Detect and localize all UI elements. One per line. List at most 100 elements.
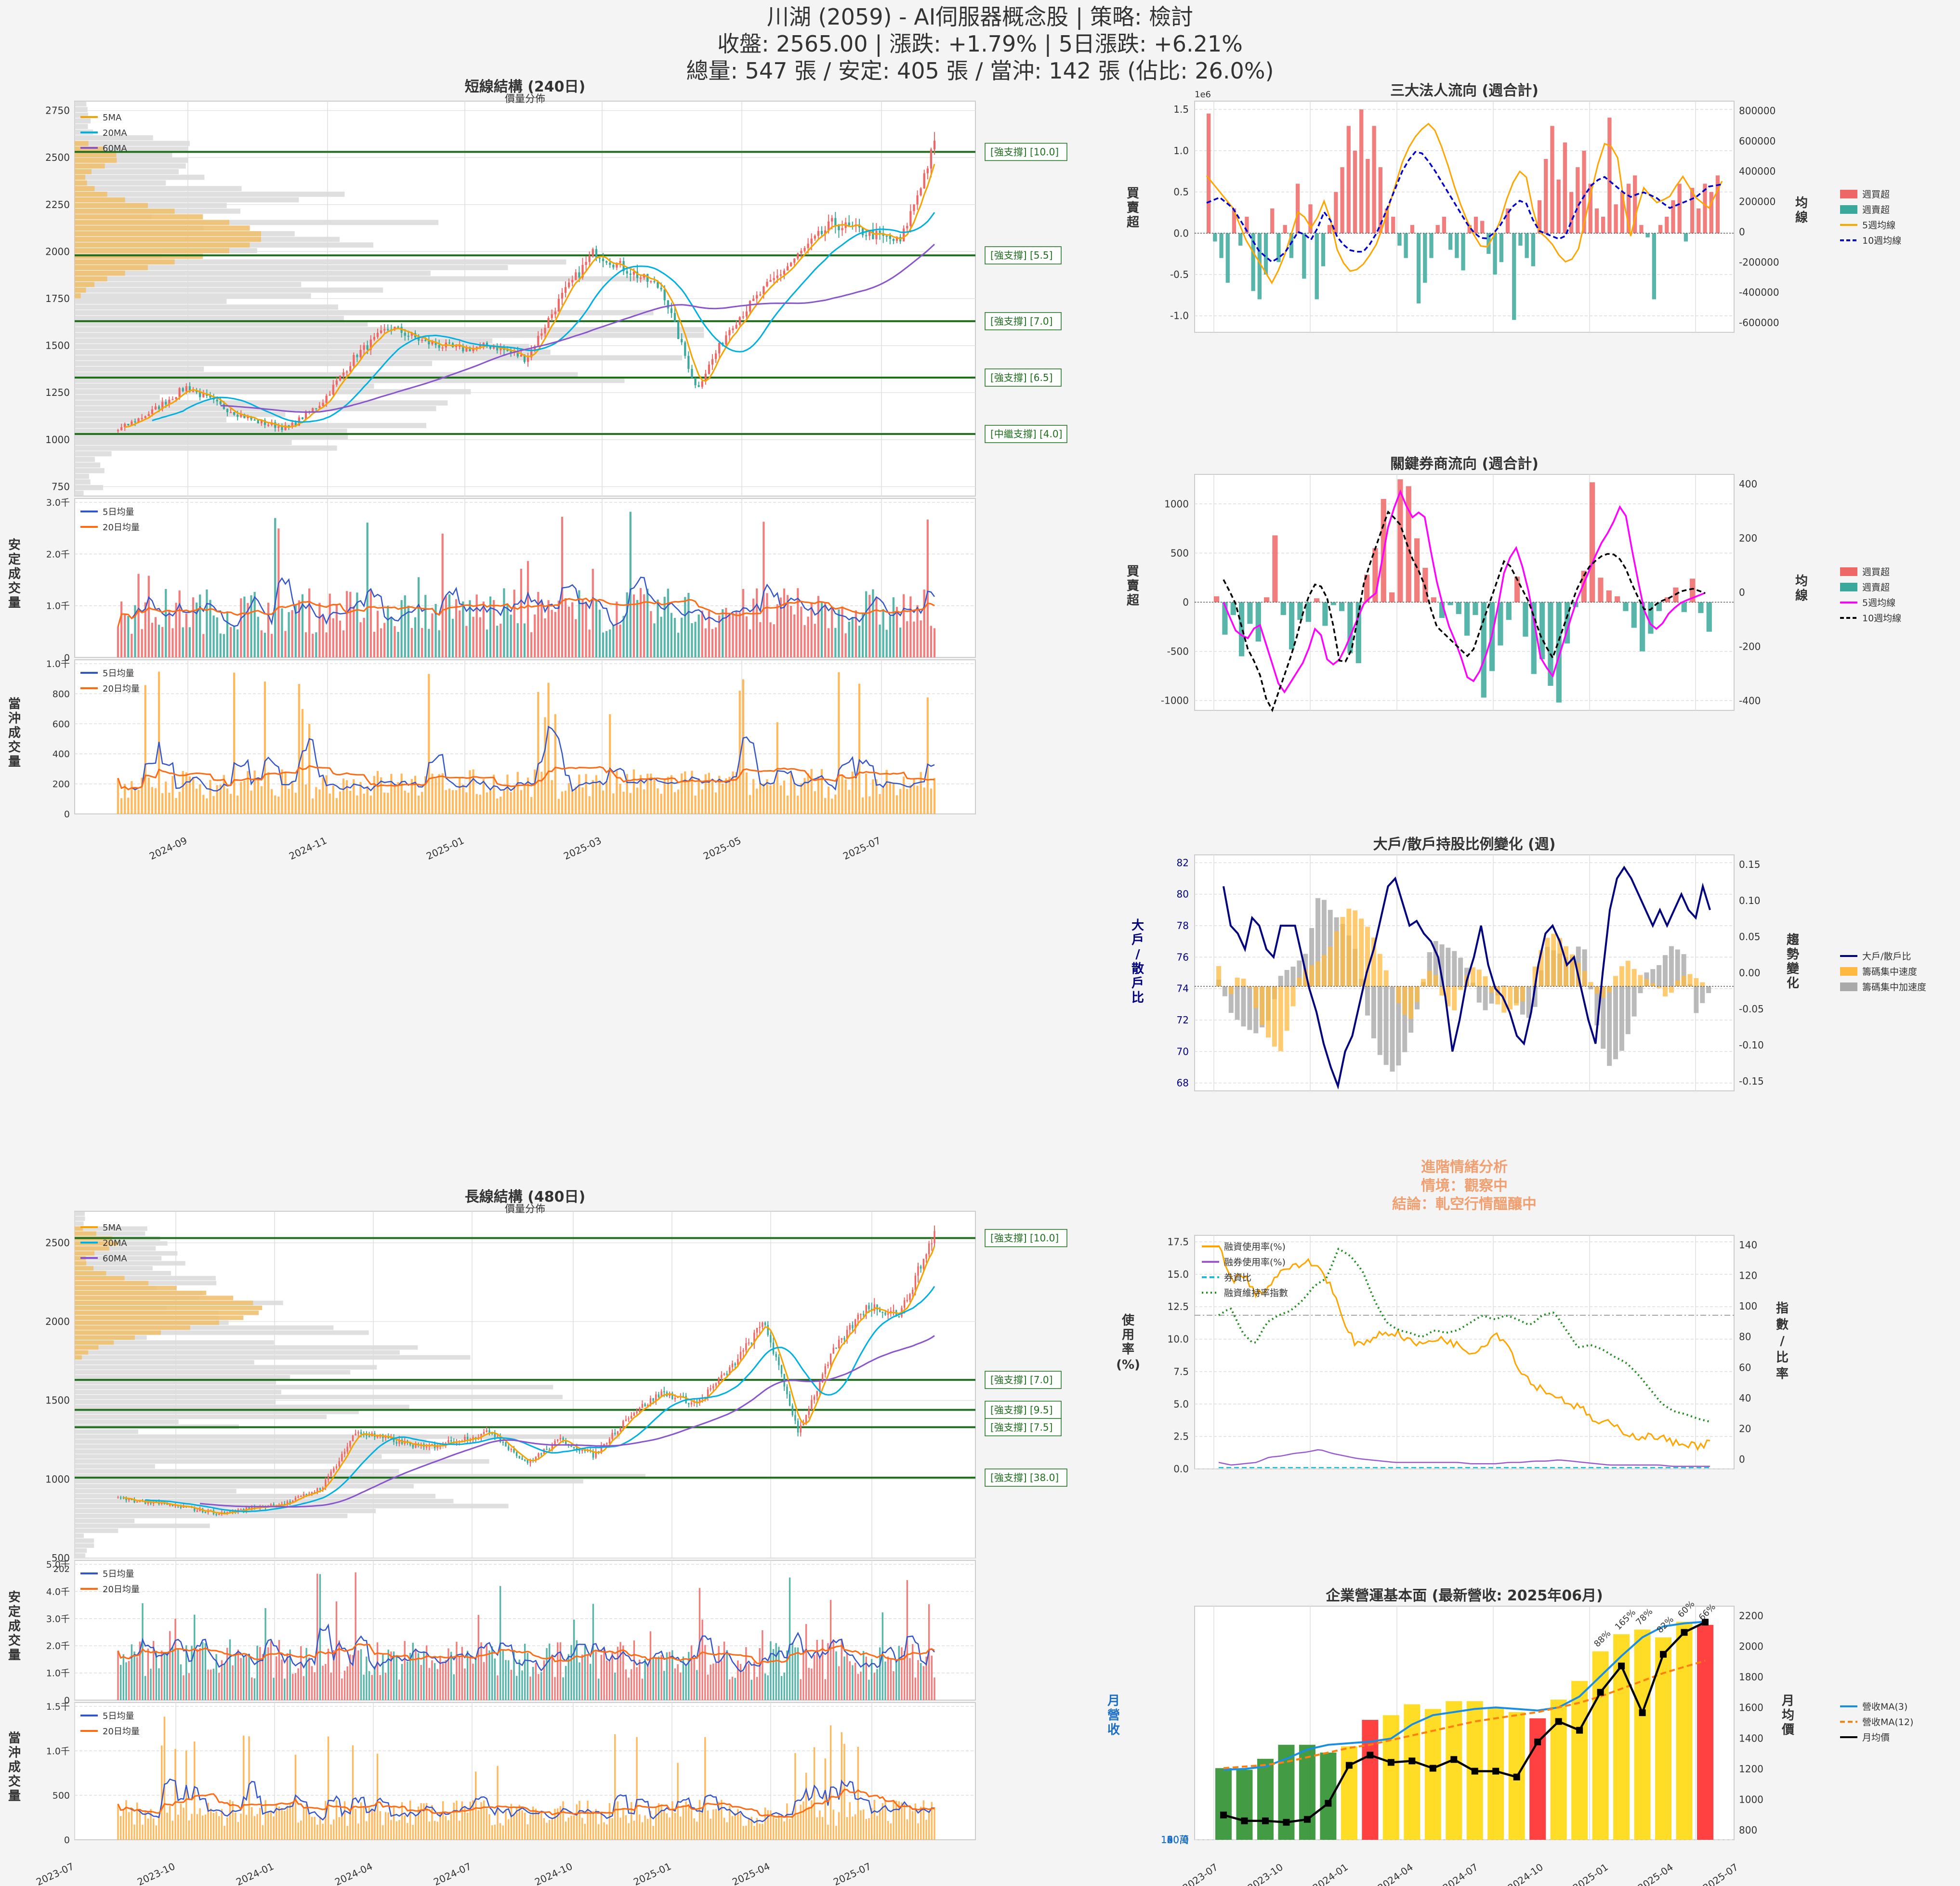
inst-weekly-bar <box>1473 217 1478 234</box>
long-candle <box>688 1403 690 1405</box>
short-candle <box>626 271 628 274</box>
broker-weekly-bar <box>1322 602 1328 626</box>
broker-weekly-bar <box>1297 602 1303 620</box>
fund-xtick: 2024-04 <box>1376 1861 1415 1886</box>
long-stable-volume-bar <box>614 1672 616 1700</box>
long-candle <box>548 1449 551 1451</box>
short-volume-profile-bar <box>75 378 625 383</box>
long-daytrade-volume-bar <box>423 1803 425 1840</box>
short-stable-volume-bar <box>673 618 676 657</box>
long-daytrade-volume-bar <box>395 1821 397 1840</box>
holder-ratio-line <box>1223 865 1711 1090</box>
short-daytrade-volume-bar <box>288 789 290 814</box>
long-stable-volume-bar <box>887 1656 889 1700</box>
short-candle <box>673 313 676 322</box>
long-candle <box>305 1494 307 1495</box>
holder-speed-bar <box>1235 977 1240 986</box>
long-volume-profile-hot <box>75 1300 253 1305</box>
fund-revenue-bar <box>1424 1709 1441 1840</box>
short-daytrade-volume-bar <box>274 795 276 814</box>
short-daytrade-volume-bar <box>588 796 591 814</box>
short-candle <box>619 261 621 263</box>
short-stable-volume-bar <box>434 604 437 657</box>
broker-weekly-bar <box>1565 602 1570 644</box>
short-stable-volume-bar <box>335 604 338 657</box>
long-stable-volume-bar <box>191 1646 193 1700</box>
long-candle <box>879 1309 881 1312</box>
long-candle <box>800 1425 802 1433</box>
broker-weekly-bar <box>1355 602 1361 663</box>
long-candle <box>647 1405 649 1407</box>
broker-weekly-bar <box>1222 602 1228 635</box>
inst-weekly-bar <box>1645 233 1650 237</box>
short-volume-profile-bar <box>75 457 95 462</box>
short-stable-volume-bar <box>134 605 136 657</box>
long-daytrade-volume-bar <box>748 1819 750 1840</box>
holder-accel-bar <box>1247 986 1252 1030</box>
short-stable-volume-bar <box>831 606 833 657</box>
long-daytrade-volume-bar <box>901 1802 903 1840</box>
mood-ylabel: 使 <box>1121 1313 1135 1328</box>
short-daytrade-volume-bar <box>793 782 796 814</box>
inst-ma5-line <box>1206 122 1723 285</box>
short-daytrade-volume-bar <box>124 784 126 814</box>
short-daytrade-volume-bar <box>216 785 218 814</box>
holder-y2tick: 0.00 <box>1739 967 1761 979</box>
long-stable-volume-bar <box>729 1679 731 1700</box>
short-stable-volume-bar <box>677 632 680 657</box>
short-stable-volume-bar <box>616 602 618 657</box>
short-stable-volume-bar <box>199 594 201 657</box>
long-daytrade-volume-bar <box>412 1825 414 1840</box>
long-candle <box>931 1243 933 1244</box>
inst-weekly-bar <box>1404 233 1408 258</box>
long-candle <box>562 1438 564 1441</box>
long-candle <box>150 1502 152 1504</box>
long-stable-volume-bar <box>556 1642 559 1700</box>
holder-accel-bar <box>1446 947 1451 986</box>
long-stable-volume-bar <box>289 1650 291 1700</box>
long-stable-volume-bar <box>849 1661 851 1700</box>
short-candle <box>663 289 666 301</box>
long-daytrade-volume-bar <box>335 1800 338 1840</box>
short-daytrade-volume-bar <box>506 774 509 814</box>
short-candle <box>848 222 850 226</box>
long-candle <box>338 1461 340 1467</box>
long-stable-volume-bar <box>204 1643 207 1700</box>
long-candle <box>204 1512 207 1513</box>
short-stable-volume-bar <box>281 608 283 657</box>
short-candle <box>581 264 584 278</box>
long-candle <box>480 1434 482 1438</box>
long-stable-volume-bar <box>240 1658 242 1700</box>
short-stable-volume-bar <box>195 602 198 657</box>
fund-y2tick: 1800 <box>1739 1671 1763 1683</box>
long-daytrade-volume-bar <box>543 1818 545 1840</box>
long-daytrade-volume-bar <box>513 1813 515 1840</box>
short-volume-profile-bar <box>75 265 508 270</box>
long-stable-volume-bar <box>483 1662 485 1700</box>
short-stable-volume-bar <box>274 518 276 657</box>
short-volume-profile-bar <box>75 332 704 338</box>
long-stable-volume-bar <box>322 1665 324 1700</box>
holder-ytick: 74 <box>1177 983 1189 995</box>
short-daytrade-volume-bar <box>298 684 301 814</box>
long-daytrade-volume-bar <box>868 1818 870 1840</box>
long-candle <box>409 1442 411 1445</box>
short-stable-volume-bar <box>240 598 242 657</box>
short-stable-volume-bar <box>188 627 191 657</box>
long-xtick: 2024-10 <box>533 1860 574 1886</box>
long-stable-volume-bar <box>682 1656 684 1700</box>
long-daytrade-volume-bar <box>805 1772 807 1840</box>
holder-ytick: 72 <box>1177 1014 1189 1026</box>
long-stable-volume-bar <box>466 1650 469 1700</box>
long-candle <box>352 1435 354 1441</box>
long-daytrade-volume-bar <box>161 1745 163 1840</box>
long-candle <box>622 1421 624 1428</box>
short-daytrade-volume-bar <box>322 777 324 814</box>
broker-weekly-bar <box>1447 602 1453 605</box>
holder-speed-bar <box>1582 970 1587 986</box>
header-price-line: 收盤: 2565.00 | 漲跌: +1.79% | 5日漲跌: +6.21% <box>717 31 1243 57</box>
long-candle <box>770 1335 772 1343</box>
inst-weekly-bar <box>1461 233 1465 271</box>
long-candle <box>505 1442 507 1447</box>
long-stable-volume-bar <box>338 1640 340 1700</box>
